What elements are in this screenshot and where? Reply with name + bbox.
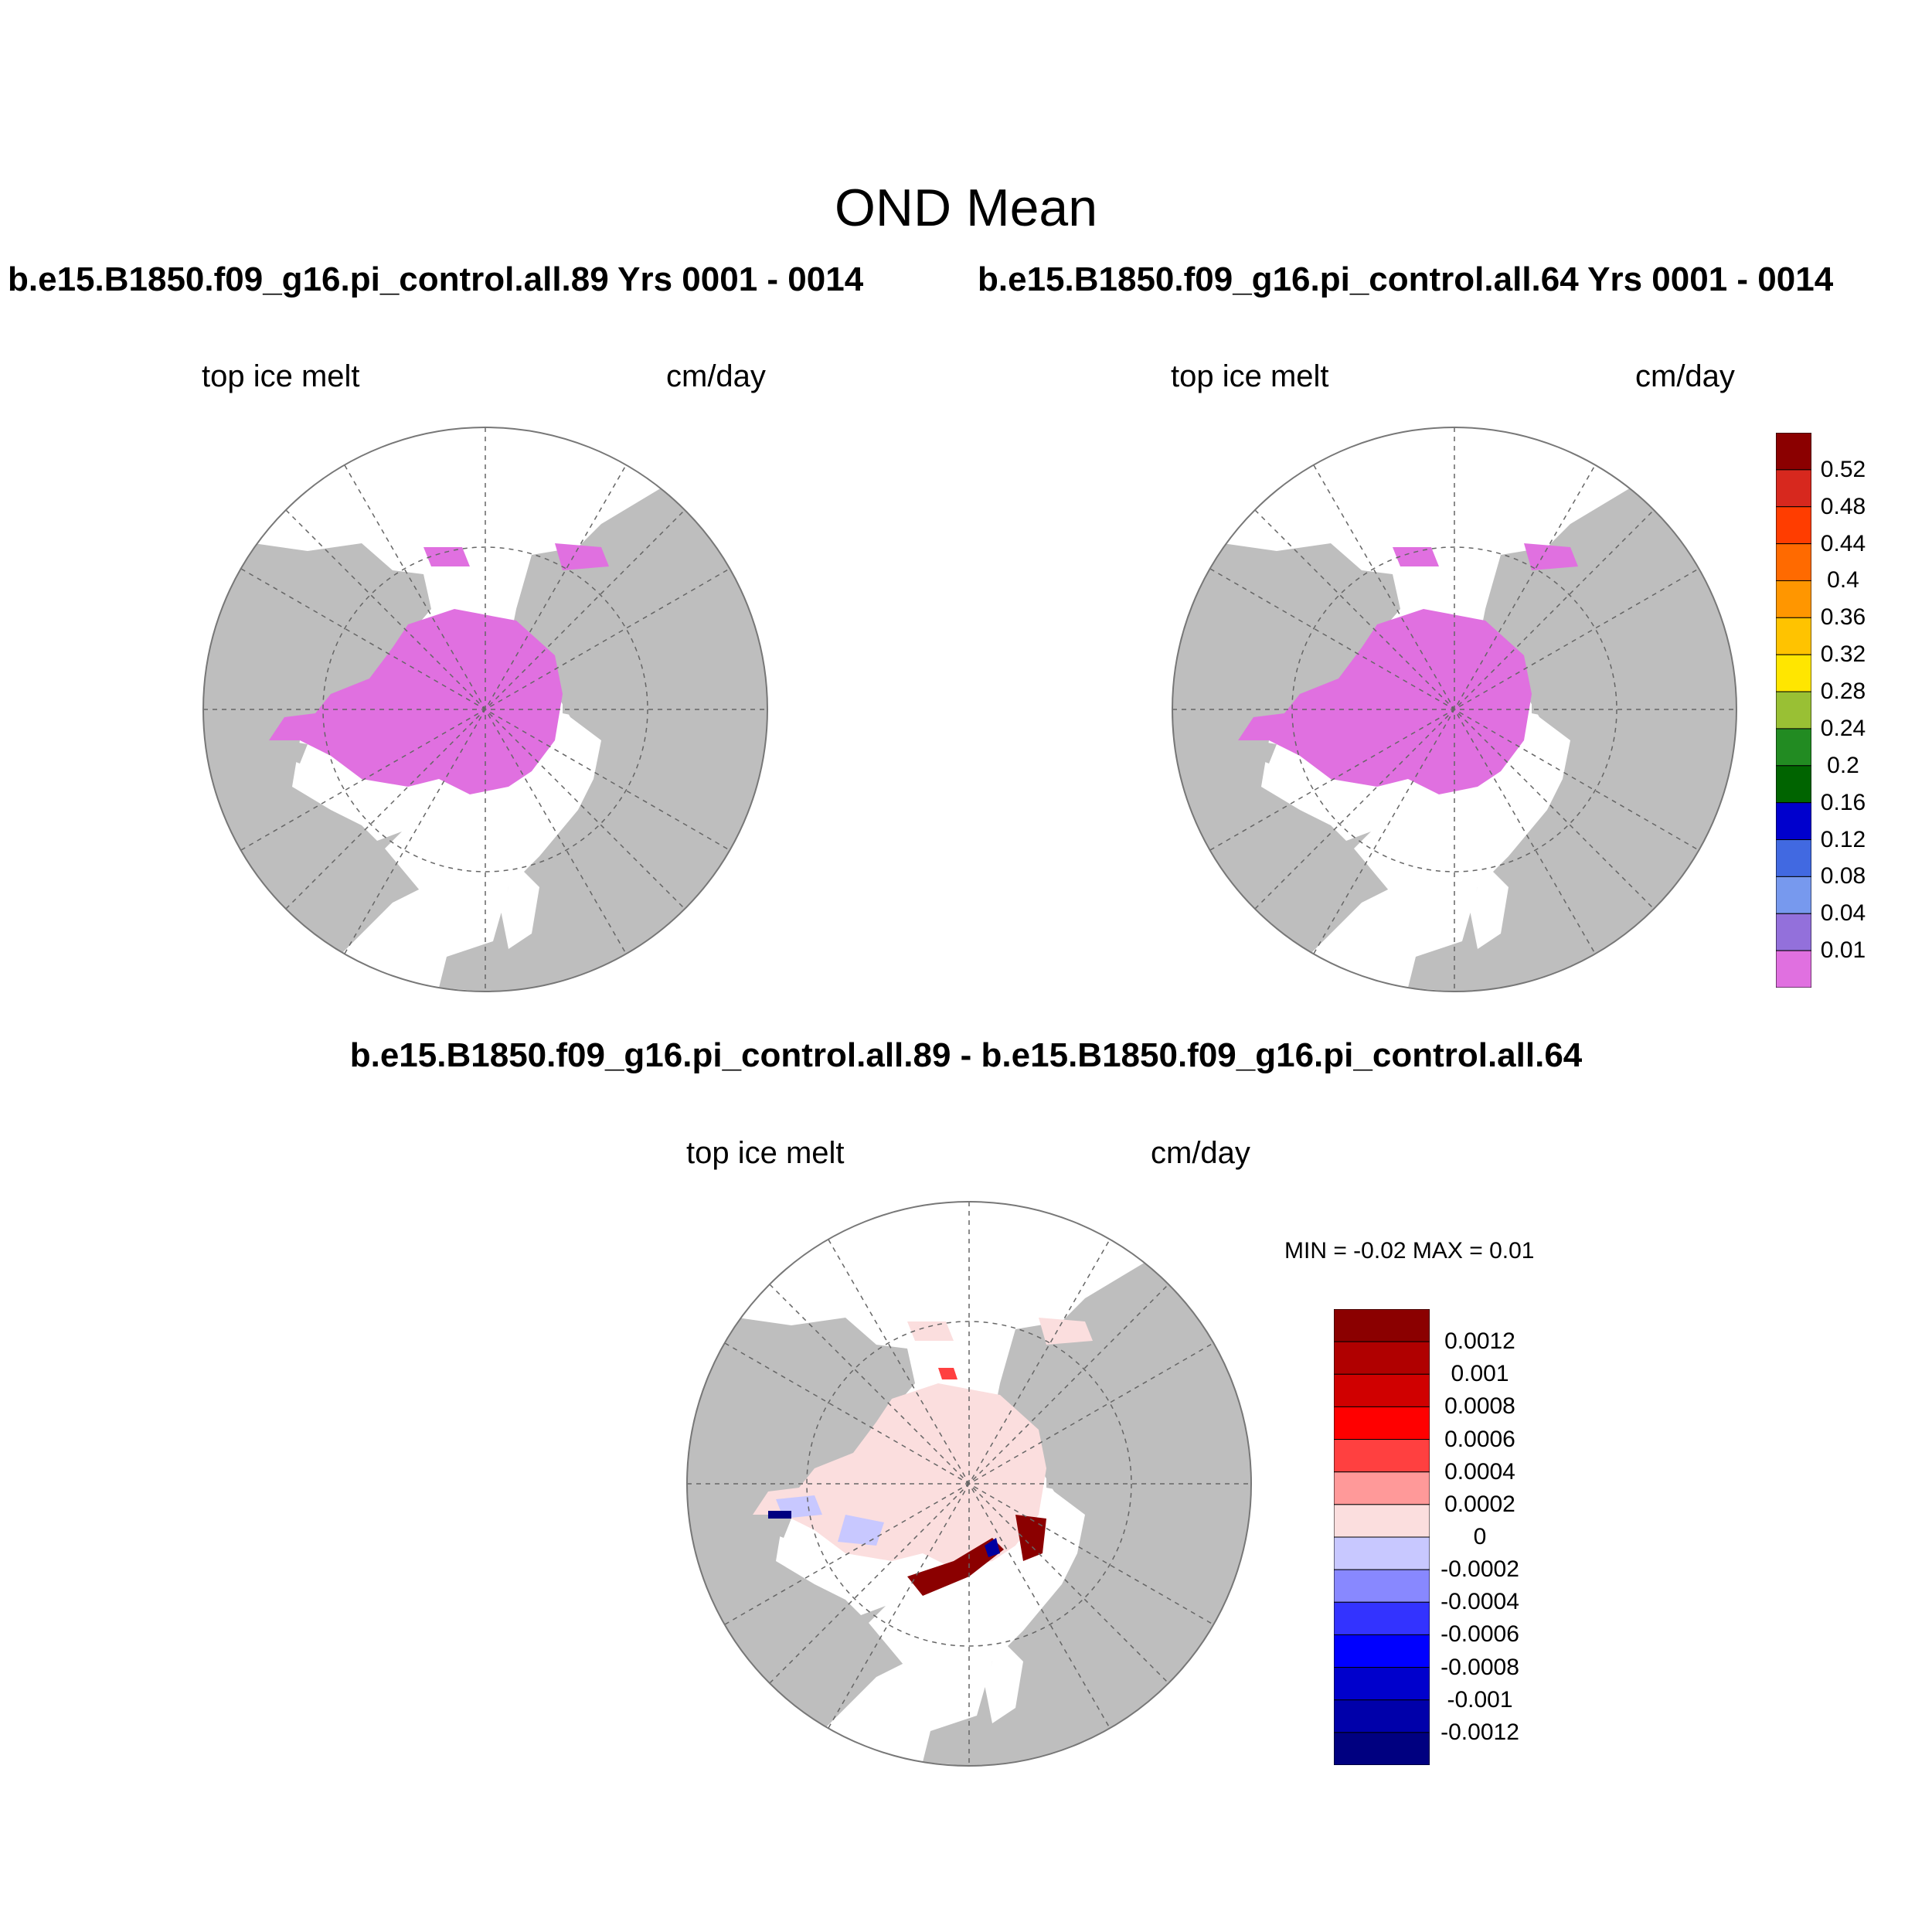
colorbar-swatch bbox=[1776, 580, 1811, 618]
difference-positive-anomaly bbox=[907, 1538, 1004, 1596]
colorbar-swatch bbox=[1776, 950, 1811, 988]
panel-1-ice-melt-region bbox=[269, 609, 563, 794]
colorbar-tick-label: 0.16 bbox=[1820, 789, 1866, 815]
panel-1-variable-label: top ice melt bbox=[202, 359, 360, 393]
colorbar-swatch bbox=[1334, 1699, 1430, 1733]
colorbar-swatch bbox=[1334, 1341, 1430, 1375]
panel-2-map bbox=[1172, 427, 1737, 992]
colorbar-tick-label: -0.0006 bbox=[1440, 1621, 1519, 1648]
difference-units-label: cm/day bbox=[1151, 1136, 1250, 1170]
colorbar-swatch bbox=[1776, 876, 1811, 914]
colorbar-tick-label: 0.44 bbox=[1820, 530, 1866, 556]
colorbar-tick-label: 0.08 bbox=[1820, 863, 1866, 889]
colorbar-swatch bbox=[1776, 543, 1811, 581]
colorbar-tick-label: -0.001 bbox=[1447, 1686, 1513, 1713]
colorbar-tick-label: 0.0012 bbox=[1444, 1328, 1515, 1355]
colorbar-swatch bbox=[1334, 1569, 1430, 1603]
colorbar-tick-label: 0.01 bbox=[1820, 937, 1866, 964]
colorbar-tick-label: 0.4 bbox=[1827, 567, 1859, 594]
main-colorbar bbox=[1776, 433, 1811, 988]
colorbar-tick-label: -0.0004 bbox=[1440, 1589, 1519, 1615]
colorbar-tick-label: 0.0002 bbox=[1444, 1491, 1515, 1517]
colorbar-tick-label: 0.001 bbox=[1451, 1361, 1509, 1387]
panel-1-title: b.e15.B1850.f09_g16.pi_control.all.89 Yr… bbox=[8, 260, 864, 298]
colorbar-swatch bbox=[1334, 1634, 1430, 1668]
panel-2-title: b.e15.B1850.f09_g16.pi_control.all.64 Yr… bbox=[978, 260, 1834, 298]
colorbar-tick-label: 0.52 bbox=[1820, 456, 1866, 482]
colorbar-tick-label: 0.48 bbox=[1820, 493, 1866, 519]
colorbar-swatch bbox=[1334, 1309, 1430, 1342]
panel-1-map bbox=[202, 427, 768, 992]
colorbar-tick-label: 0.12 bbox=[1820, 826, 1866, 852]
colorbar-swatch bbox=[1776, 506, 1811, 545]
main-title: OND Mean bbox=[834, 179, 1098, 237]
difference-colorbar bbox=[1334, 1309, 1430, 1765]
panel-2-units-label: cm/day bbox=[1635, 359, 1735, 393]
colorbar-tick-label: 0.0006 bbox=[1444, 1426, 1515, 1452]
panel-1-units-label: cm/day bbox=[666, 359, 766, 393]
colorbar-swatch bbox=[1776, 802, 1811, 841]
colorbar-tick-label: 0.24 bbox=[1820, 715, 1866, 741]
colorbar-swatch bbox=[1334, 1536, 1430, 1570]
colorbar-tick-label: 0.0008 bbox=[1444, 1393, 1515, 1420]
colorbar-tick-label: -0.0002 bbox=[1440, 1556, 1519, 1583]
colorbar-tick-label: 0.0004 bbox=[1444, 1458, 1515, 1485]
difference-variable-label: top ice melt bbox=[686, 1136, 845, 1170]
colorbar-swatch bbox=[1334, 1406, 1430, 1440]
panel-2-ice-melt-region bbox=[1238, 609, 1532, 794]
colorbar-tick-label: 0.2 bbox=[1827, 752, 1859, 778]
difference-minmax-label: MIN = -0.02 MAX = 0.01 bbox=[1284, 1238, 1535, 1264]
colorbar-tick-label: 0.28 bbox=[1820, 679, 1866, 705]
difference-map bbox=[686, 1201, 1252, 1767]
colorbar-swatch bbox=[1776, 765, 1811, 804]
colorbar-swatch bbox=[1334, 1667, 1430, 1701]
colorbar-tick-label: 0.32 bbox=[1820, 641, 1866, 668]
colorbar-swatch bbox=[1334, 1471, 1430, 1505]
colorbar-tick-label: -0.0012 bbox=[1440, 1719, 1519, 1745]
colorbar-swatch bbox=[1334, 1504, 1430, 1538]
colorbar-tick-label: 0.04 bbox=[1820, 900, 1866, 927]
difference-light-region bbox=[753, 1383, 1046, 1569]
colorbar-swatch bbox=[1334, 1439, 1430, 1473]
colorbar-tick-label: 0 bbox=[1473, 1524, 1487, 1549]
panel-2-variable-label: top ice melt bbox=[1171, 359, 1329, 393]
colorbar-swatch bbox=[1776, 839, 1811, 877]
difference-panel-title: b.e15.B1850.f09_g16.pi_control.all.89 - … bbox=[349, 1036, 1583, 1074]
colorbar-tick-label: -0.0008 bbox=[1440, 1654, 1519, 1680]
colorbar-swatch bbox=[1334, 1601, 1430, 1635]
difference-negative-anomaly bbox=[768, 1511, 791, 1519]
colorbar-swatch bbox=[1776, 617, 1811, 655]
colorbar-swatch bbox=[1334, 1732, 1430, 1765]
colorbar-tick-label: 0.36 bbox=[1820, 604, 1866, 631]
colorbar-swatch bbox=[1334, 1373, 1430, 1407]
